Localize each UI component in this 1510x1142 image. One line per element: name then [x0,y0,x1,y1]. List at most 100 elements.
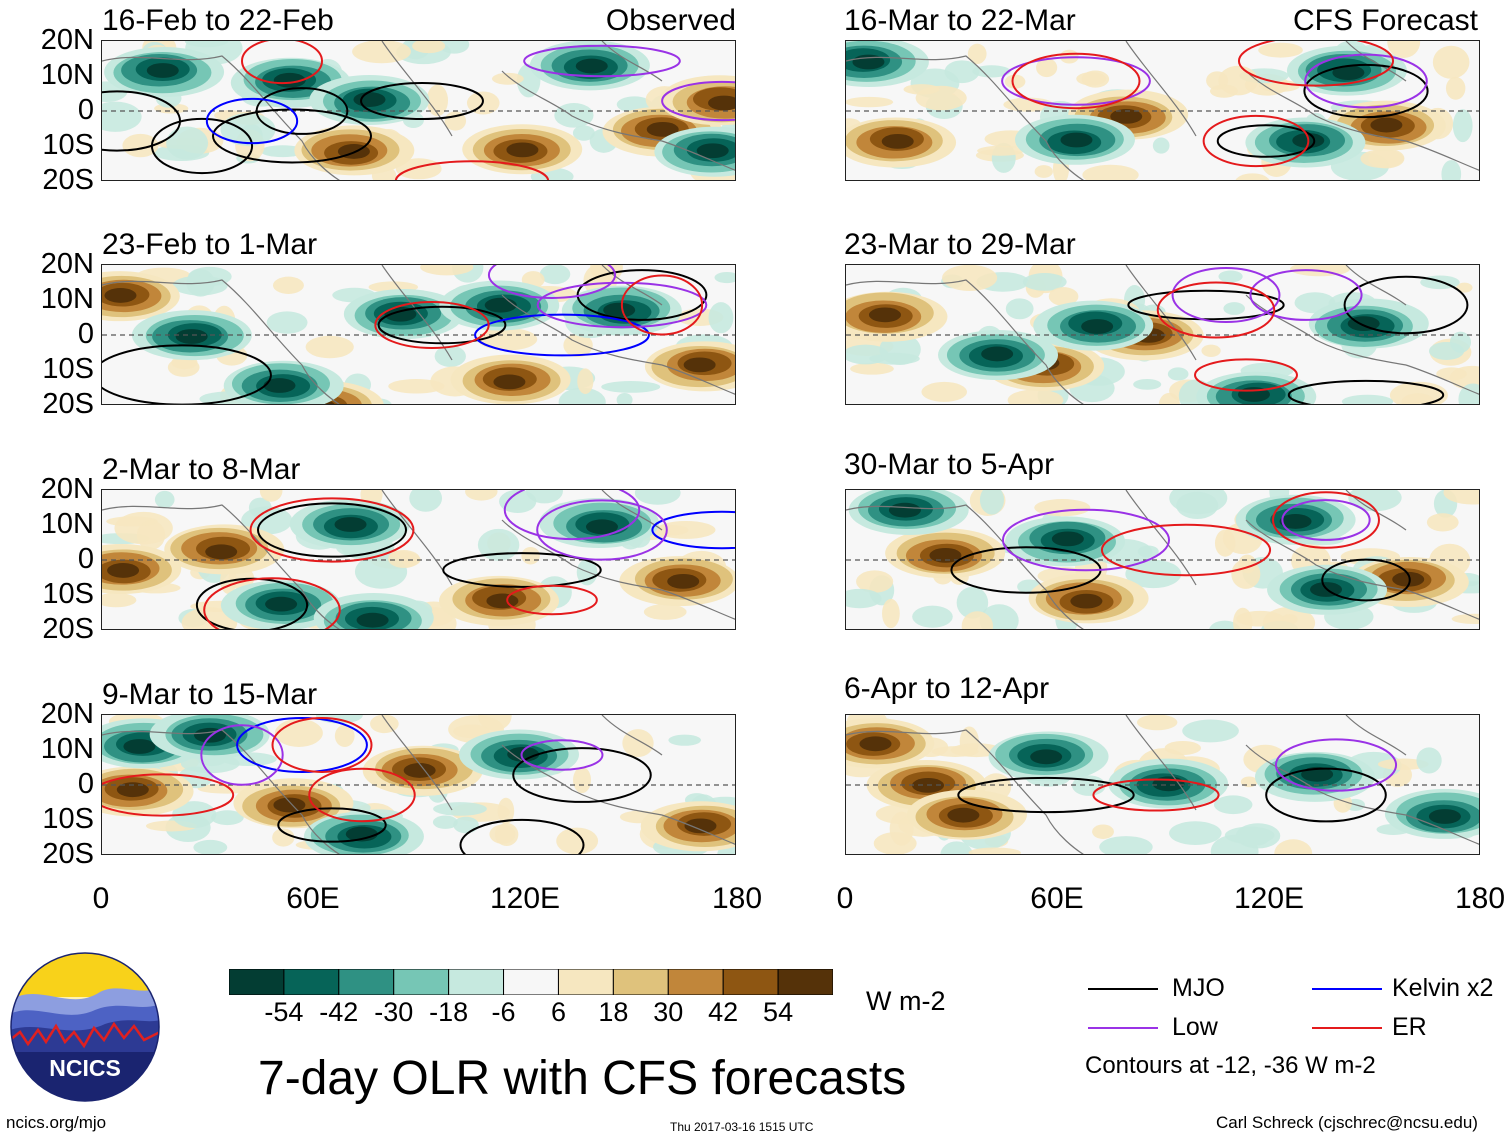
low-contour [520,739,604,771]
olr-anomaly [859,736,892,752]
lat-label: 20N [40,248,94,280]
panel-title-fcst-2: 23-Mar to 29-Mar [844,228,1076,261]
lat-label: 0 [77,543,94,575]
lat-label: 10S [42,578,94,610]
colorbar-swatch [667,969,724,995]
footer-url: ncics.org/mjo [6,1113,107,1132]
olr-anomaly [575,58,608,74]
olr-texture [1401,393,1435,404]
olr-texture [1004,74,1026,89]
olr-texture [846,344,889,365]
olr-texture [572,125,595,141]
mjo-contour [1216,124,1316,158]
lat-label: 20S [42,388,94,420]
contours-note: Contours at -12, -36 W m-2 [1085,1052,1376,1079]
olr-texture [181,607,238,629]
olr-anomaly [205,544,238,560]
panel-title-fcst-4: 6-Apr to 12-Apr [844,672,1050,705]
olr-anomaly [603,302,636,318]
olr-texture [193,839,228,854]
footer-timestamp: Thu 2017-03-16 1515 UTC [670,1120,814,1134]
olr-texture [1348,490,1402,512]
low-contour [1171,266,1281,324]
olr-texture [1445,76,1466,100]
er-contour [203,577,341,629]
olr-texture [634,490,681,505]
olr-anomaly [1347,316,1380,332]
colorbar-label: -6 [491,997,516,1027]
map-panel-fcst-1 [845,40,1480,181]
olr-texture [166,126,209,160]
er-contour [506,584,598,616]
olr-anomaly [484,297,517,313]
kelvin-contour [236,716,368,774]
olr-anomaly [646,121,679,137]
low-contour [1304,53,1428,109]
olr-texture [1099,836,1153,854]
olr-anomaly [667,573,700,589]
olr-texture [977,145,1025,156]
olr-texture [1426,513,1459,532]
olr-texture [1169,821,1222,846]
olr-anomaly [1332,65,1365,81]
olr-texture [1201,344,1221,357]
olr-texture [1213,795,1253,815]
lat-label: 10S [42,803,94,835]
map-panel-obs-1 [101,40,736,181]
olr-texture [616,393,633,404]
olr-anomaly [1279,514,1312,529]
olr-texture [388,379,445,394]
olr-anomaly [683,357,716,373]
mjo-contour [512,747,652,803]
low-contour [503,490,641,541]
olr-texture [1436,367,1467,381]
olr-anomaly [146,63,179,78]
olr-texture [172,275,228,296]
er-contour [620,274,704,336]
olr-anomaly [263,378,296,393]
olr-texture [1076,72,1107,86]
er-contour [102,773,235,817]
olr-anomaly [1051,531,1084,547]
main-title: 7-day OLR with CFS forecasts [258,1052,907,1105]
olr-anomaly [1428,809,1461,824]
observed-label: Observed [605,4,736,37]
lat-label: 10S [42,129,94,161]
map-panel-obs-3 [101,489,736,630]
olr-texture [102,101,142,132]
olr-texture [1432,45,1470,79]
olr-texture [184,41,229,48]
olr-anomaly [507,746,540,762]
lat-label: 0 [77,768,94,800]
colorbar-swatch [777,969,833,995]
olr-texture [272,828,295,847]
lon-label-120e-left: 120E [489,882,561,915]
olr-anomaly [273,797,306,813]
panel-title-fcst-3: 30-Mar to 5-Apr [844,448,1055,481]
olr-anomaly [123,739,156,754]
olr-texture [656,520,716,539]
olr-texture [921,381,968,402]
mjo-contour [957,776,1135,814]
low-contour [1001,56,1151,106]
olr-texture [1158,392,1180,404]
olr-texture [668,734,702,746]
olr-texture [601,381,661,393]
olr-texture [409,490,443,512]
er-contour [374,301,490,349]
olr-texture [850,362,894,375]
lat-label: 10N [40,59,94,91]
olr-texture [259,490,283,502]
olr-anomaly [929,547,962,563]
olr-texture [1082,164,1139,180]
olr-texture [172,801,217,829]
mjo-contour [150,117,254,175]
er-contour [1092,778,1220,812]
mjo-contour [377,305,507,345]
coastline [846,41,1479,180]
olr-anomaly [104,288,137,303]
er-contour [1011,52,1141,110]
er-contour [1156,281,1276,339]
lat-label: 20N [40,24,94,56]
lat-label: 10S [42,353,94,385]
